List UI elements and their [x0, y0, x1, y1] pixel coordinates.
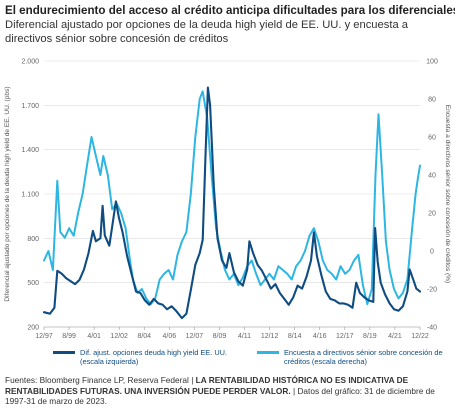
footer-separator: |	[191, 375, 196, 385]
left-tick-label: 1.400	[21, 147, 39, 154]
legend-label-spread: Dif. ajust. opciones deuda high yield EE…	[80, 348, 228, 366]
right-tick-label: 60	[428, 135, 436, 142]
left-tick-label: 1.100	[21, 192, 39, 199]
series-lines	[42, 86, 422, 320]
x-tick-label: 4/21	[388, 333, 402, 340]
footer-sources: Fuentes: Bloomberg Finance LP, Reserva F…	[5, 375, 189, 385]
x-tick-label: 8/09	[213, 333, 227, 340]
chart-subtitle: Diferencial ajustado por opciones de la …	[5, 19, 409, 45]
x-tick-label: 4/11	[238, 333, 251, 340]
x-tick-label: 12/17	[336, 333, 354, 340]
x-tick-label: 4/06	[163, 333, 177, 340]
legend-swatch-spread	[53, 351, 75, 354]
right-tick-label: 80	[428, 97, 436, 104]
x-tick-label: 4/16	[313, 333, 327, 340]
line-chart: 200 500 800 1.100 1.400 1.700 2.000 -40 -20 0 20 40…	[4, 59, 451, 341]
gridlines	[44, 60, 420, 328]
footer-disclaimer: LA RENTABILIDAD HISTÓRICA NO ES INDICATI…	[5, 375, 409, 396]
x-tick-label: 8/19	[363, 333, 377, 340]
left-tick-label: 800	[27, 236, 39, 243]
left-tick-label: 200	[27, 325, 39, 332]
chart-title: El endurecimiento del acceso al crédito …	[5, 4, 455, 17]
right-tick-label: 100	[426, 59, 438, 66]
footer-dates: Datos del gráfico: 31 de diciembre de 19…	[5, 385, 435, 407]
left-tick-label: 1.700	[21, 103, 39, 110]
chart-footer: Fuentes: Bloomberg Finance LP, Reserva F…	[5, 375, 453, 407]
x-tick-label: 12/22	[411, 333, 429, 340]
series-line-spread	[42, 86, 422, 320]
x-tick-label: 12/02	[110, 333, 128, 340]
right-tick-label: 20	[428, 211, 436, 218]
x-tick-label: 12/07	[186, 333, 204, 340]
right-tick-label: -20	[427, 287, 437, 294]
axis-ticks: 200 500 800 1.100 1.400 1.700 2.000 -40 -20 0 20 40…	[21, 59, 437, 341]
x-tick-label: 8/04	[137, 333, 151, 340]
right-tick-label: 40	[428, 173, 436, 180]
footer-separator: |	[292, 385, 298, 396]
x-tick-label: 12/12	[261, 333, 279, 340]
legend-label-survey: Encuesta a directivos sénior sobre conce…	[284, 348, 443, 366]
series-line-survey	[43, 90, 421, 306]
x-tick-label: 8/99	[62, 333, 76, 340]
right-axis-title: Encuesta a directivos sénior sobre conce…	[444, 105, 451, 284]
right-tick-label: -40	[427, 325, 437, 332]
legend-swatch-survey	[257, 351, 279, 354]
left-tick-label: 500	[27, 280, 39, 287]
x-tick-label: 12/97	[35, 333, 53, 340]
right-tick-label: 0	[430, 249, 434, 256]
left-axis-title: Diferencial ajustado por opciones de la …	[4, 86, 11, 301]
left-tick-label: 2.000	[21, 59, 39, 66]
x-tick-label: 8/14	[288, 333, 302, 340]
x-tick-label: 4/01	[87, 333, 101, 340]
